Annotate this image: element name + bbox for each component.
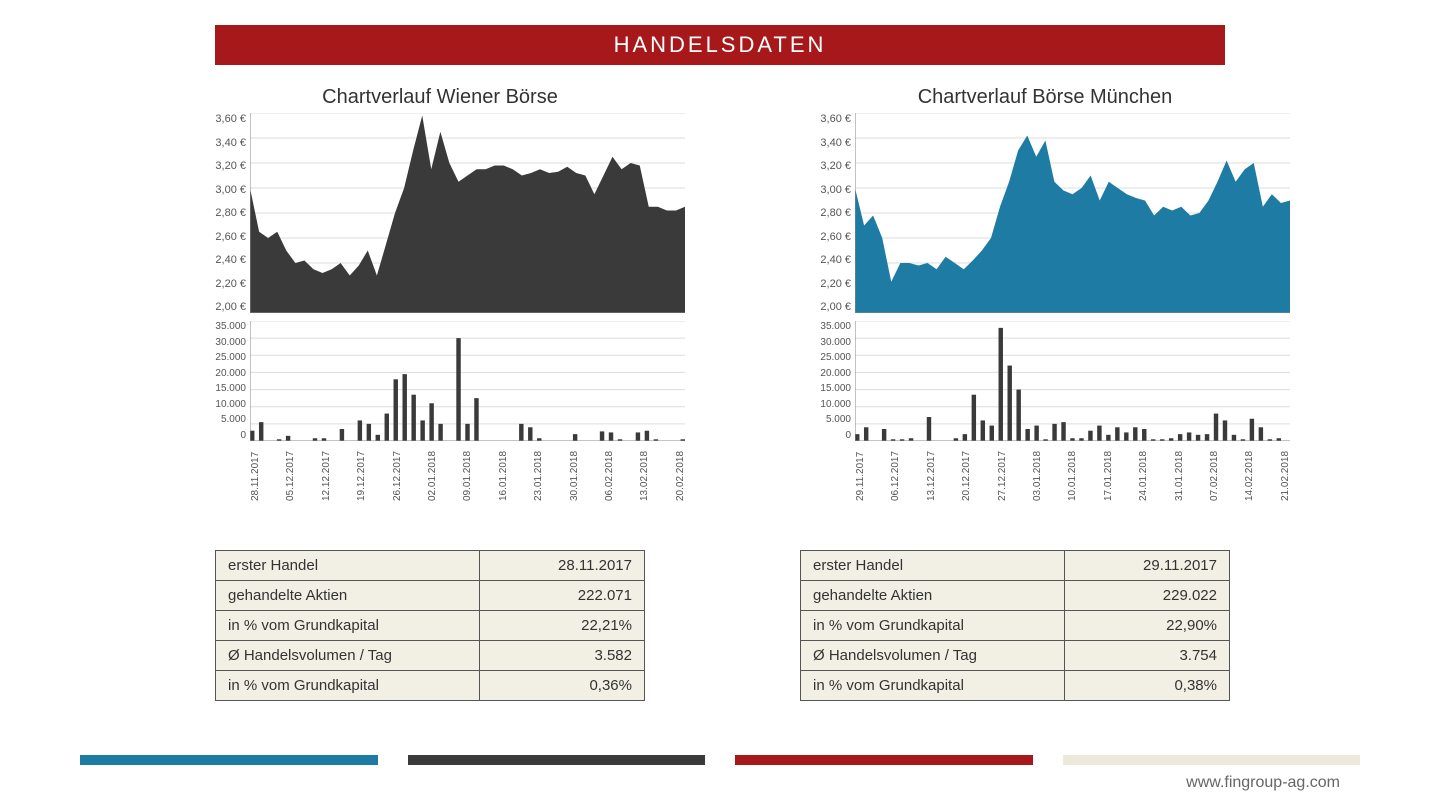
vol-svg-muenchen: [855, 321, 1290, 441]
table-cell: Ø Handelsvolumen / Tag: [801, 641, 1065, 671]
footer-bar: [80, 755, 378, 765]
table-cell: 22,90%: [1065, 611, 1230, 641]
area-chart-wien: 3,60 €3,40 €3,20 €3,00 €2,80 €2,60 €2,40…: [195, 113, 685, 313]
page-title: HANDELSDATEN: [215, 25, 1225, 65]
chart-title-muenchen: Chartverlauf Börse München: [800, 86, 1290, 109]
footer-bar: [735, 755, 1033, 765]
vol-yaxis-muenchen: 35.00030.00025.00020.00015.00010.0005.00…: [800, 321, 855, 441]
table-cell: Ø Handelsvolumen / Tag: [216, 641, 480, 671]
footer-bar: [1063, 755, 1361, 765]
table-cell: in % vom Grundkapital: [801, 671, 1065, 701]
footer-bars: [80, 755, 1360, 765]
vol-yaxis-wien: 35.00030.00025.00020.00015.00010.0005.00…: [195, 321, 250, 441]
table-cell: 229.022: [1065, 581, 1230, 611]
table-cell: gehandelte Aktien: [216, 581, 480, 611]
area-svg-muenchen: [855, 113, 1290, 313]
table-cell: gehandelte Aktien: [801, 581, 1065, 611]
table-cell: in % vom Grundkapital: [801, 611, 1065, 641]
table-cell: 29.11.2017: [1065, 551, 1230, 581]
chart-title-wien: Chartverlauf Wiener Börse: [195, 86, 685, 109]
slide: HANDELSDATEN Chartverlauf Wiener Börse 3…: [0, 0, 1440, 810]
table-cell: 3.754: [1065, 641, 1230, 671]
volume-chart-wien: 35.00030.00025.00020.00015.00010.0005.00…: [195, 321, 685, 441]
table-cell: in % vom Grundkapital: [216, 611, 480, 641]
table-cell: 3.582: [480, 641, 645, 671]
table-cell: 22,21%: [480, 611, 645, 641]
stats-table-wien: erster Handel28.11.2017gehandelte Aktien…: [215, 550, 645, 701]
table-cell: erster Handel: [801, 551, 1065, 581]
table-cell: erster Handel: [216, 551, 480, 581]
area-yaxis-muenchen: 3,60 €3,40 €3,20 €3,00 €2,80 €2,60 €2,40…: [800, 113, 855, 313]
website-link[interactable]: www.fingroup-ag.com: [1186, 774, 1340, 792]
table-cell: 28.11.2017: [480, 551, 645, 581]
volume-chart-muenchen: 35.00030.00025.00020.00015.00010.0005.00…: [800, 321, 1290, 441]
area-chart-muenchen: 3,60 €3,40 €3,20 €3,00 €2,80 €2,60 €2,40…: [800, 113, 1290, 313]
table-cell: in % vom Grundkapital: [216, 671, 480, 701]
panel-muenchen: Chartverlauf Börse München 3,60 €3,40 €3…: [800, 80, 1290, 511]
area-svg-wien: [250, 113, 685, 313]
vol-svg-wien: [250, 321, 685, 441]
footer-bar: [408, 755, 706, 765]
stats-table-muenchen: erster Handel29.11.2017gehandelte Aktien…: [800, 550, 1230, 701]
area-yaxis-wien: 3,60 €3,40 €3,20 €3,00 €2,80 €2,60 €2,40…: [195, 113, 250, 313]
panel-wien: Chartverlauf Wiener Börse 3,60 €3,40 €3,…: [195, 80, 685, 511]
table-cell: 0,36%: [480, 671, 645, 701]
table-cell: 0,38%: [1065, 671, 1230, 701]
vol-xaxis-muenchen: 29.11.201706.12.201713.12.201720.12.2017…: [855, 441, 1290, 511]
table-cell: 222.071: [480, 581, 645, 611]
vol-xaxis-wien: 28.11.201705.12.201712.12.201719.12.2017…: [250, 441, 685, 511]
